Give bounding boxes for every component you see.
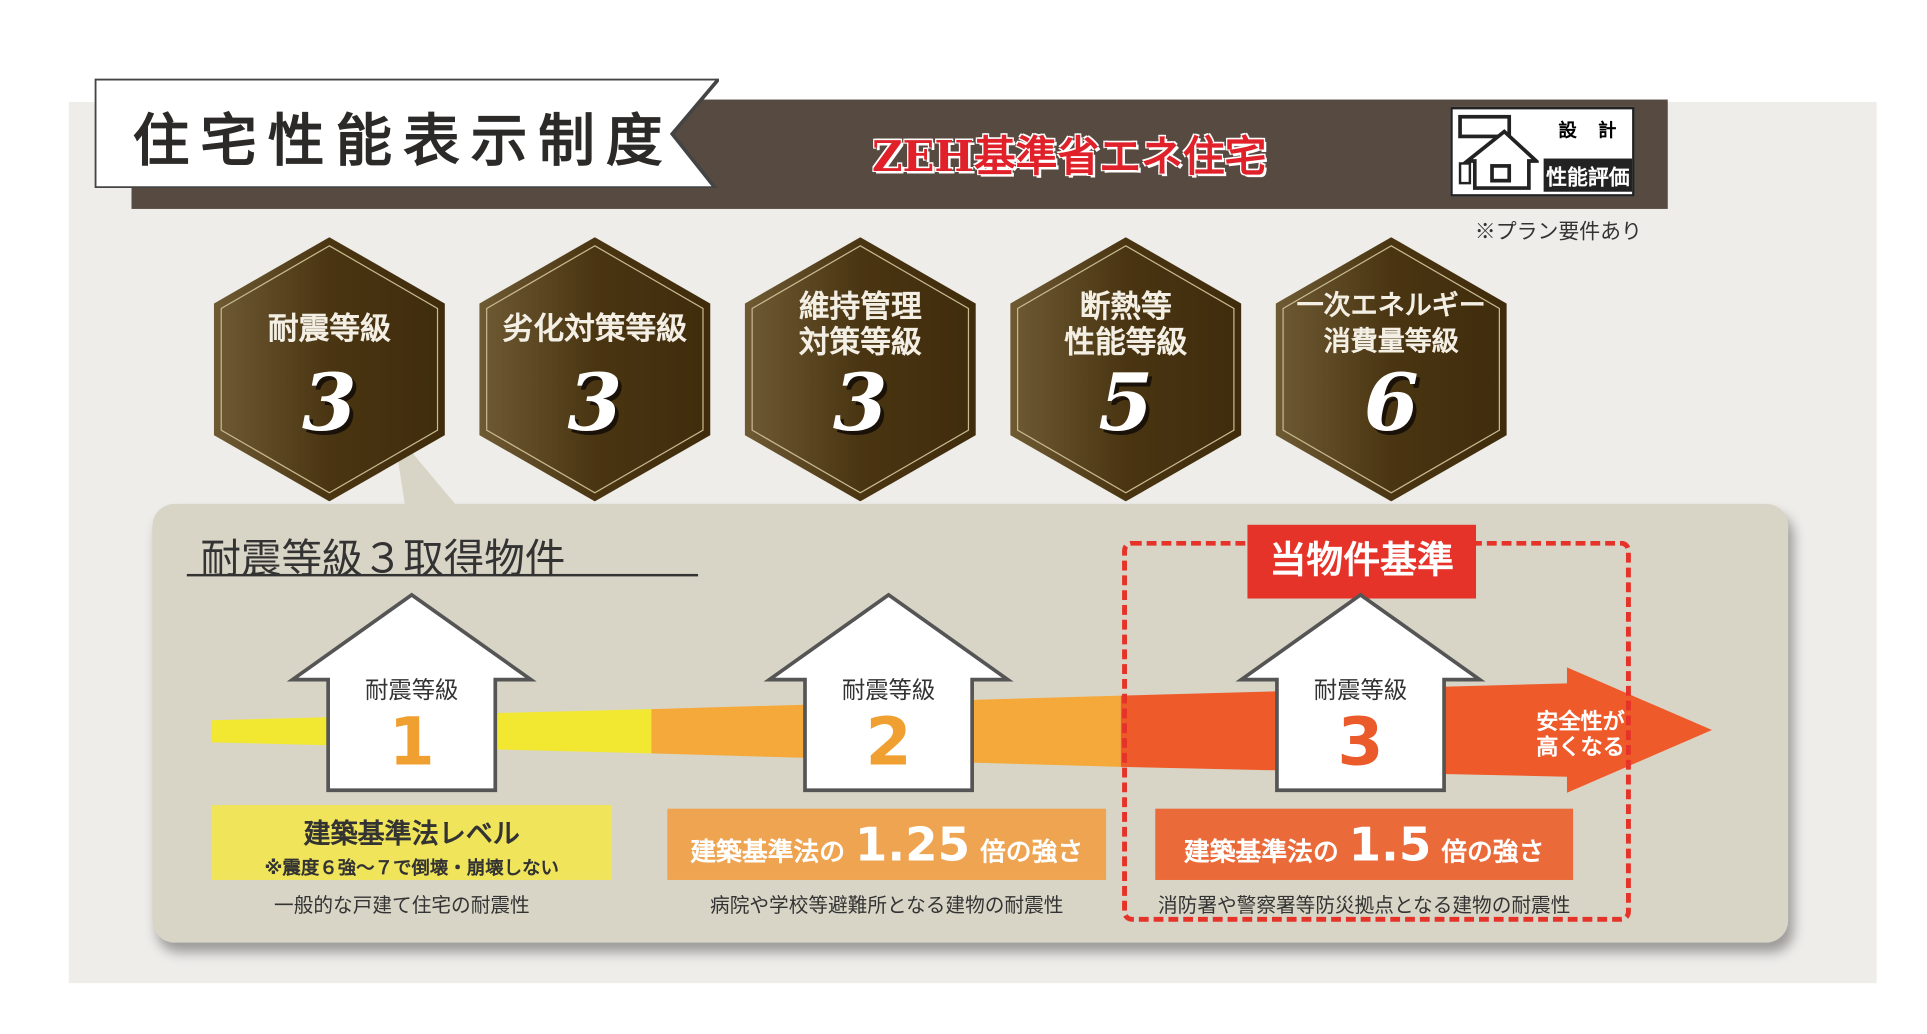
property-standard-label: 当物件基準 <box>1247 524 1477 599</box>
grade-hexagon: 一次エネルギー 消費量等級 6 <box>1275 237 1507 502</box>
plan-note: ※プラン要件あり <box>1474 219 1642 245</box>
house-icon <box>1458 114 1539 190</box>
level-strength-box: 建築基準法の 1.5 倍の強さ <box>1155 808 1574 880</box>
grade-label: 断熱等 性能等級 <box>1064 288 1188 361</box>
grade-value: 3 <box>567 357 623 450</box>
grade-value: 5 <box>1098 357 1154 450</box>
level-strength-suffix: 倍の強さ <box>979 836 1084 867</box>
level-label: 耐震等級 <box>841 677 936 705</box>
grade-hexagon: 維持管理 対策等級 3 <box>744 237 976 502</box>
grade-label: 耐震等級 <box>267 310 391 347</box>
level-value: 1 <box>388 702 435 781</box>
level-value: 2 <box>865 702 912 781</box>
level-strength-prefix: 建築基準法の <box>1183 836 1339 867</box>
level-value: 3 <box>1337 702 1384 781</box>
level-strength-text: 建築基準法レベル <box>303 819 520 851</box>
logo-bottom-text: 性能評価 <box>1543 158 1633 192</box>
level-strength-multiplier: 1.25 <box>854 817 971 872</box>
level-caption: 病院や学校等避難所となる建物の耐震性 <box>710 893 1064 917</box>
grade-value: 3 <box>832 357 888 450</box>
page-title: 住宅性能表示制度 <box>132 106 674 174</box>
level-label: 耐震等級 <box>1313 677 1408 705</box>
grade-hexagon: 劣化対策等級 3 <box>479 237 711 502</box>
level-strength-note: ※震度６強〜７で倒壊・崩壊しない <box>264 856 559 879</box>
performance-evaluation-logo: 設 計 性能評価 <box>1450 106 1635 197</box>
logo-top-text: 設 計 <box>1558 119 1624 142</box>
grade-label: 維持管理 対策等級 <box>798 288 922 361</box>
grade-value: 6 <box>1363 357 1419 450</box>
zeh-label: ZEH基準省エネ住宅 <box>872 132 1267 182</box>
grade-value: 3 <box>302 357 357 450</box>
level-strength-suffix: 倍の強さ <box>1441 836 1545 867</box>
level-caption: 一般的な戸建て住宅の耐震性 <box>274 893 530 917</box>
grade-hexagon: 断熱等 性能等級 5 <box>1010 237 1242 502</box>
grade-label: 一次エネルギー 消費量等級 <box>1296 290 1486 358</box>
level-strength-box: 建築基準法レベル ※震度６強〜７で倒壊・崩壊しない <box>211 804 613 880</box>
level-label: 耐震等級 <box>364 677 459 705</box>
grade-hexagon: 耐震等級 3 <box>213 237 445 502</box>
grade-label: 劣化対策等級 <box>502 310 688 347</box>
level-strength-box: 建築基準法の 1.25 倍の強さ <box>667 808 1107 880</box>
safety-arrow-text: 安全性が 高くなる <box>1536 709 1625 761</box>
level-strength-prefix: 建築基準法の <box>690 836 846 867</box>
level-strength-multiplier: 1.5 <box>1348 817 1432 872</box>
panel-title-underline <box>186 573 699 577</box>
title-box <box>94 78 719 189</box>
level-caption: 消防署や警察署等防災拠点となる建物の耐震性 <box>1158 893 1571 917</box>
